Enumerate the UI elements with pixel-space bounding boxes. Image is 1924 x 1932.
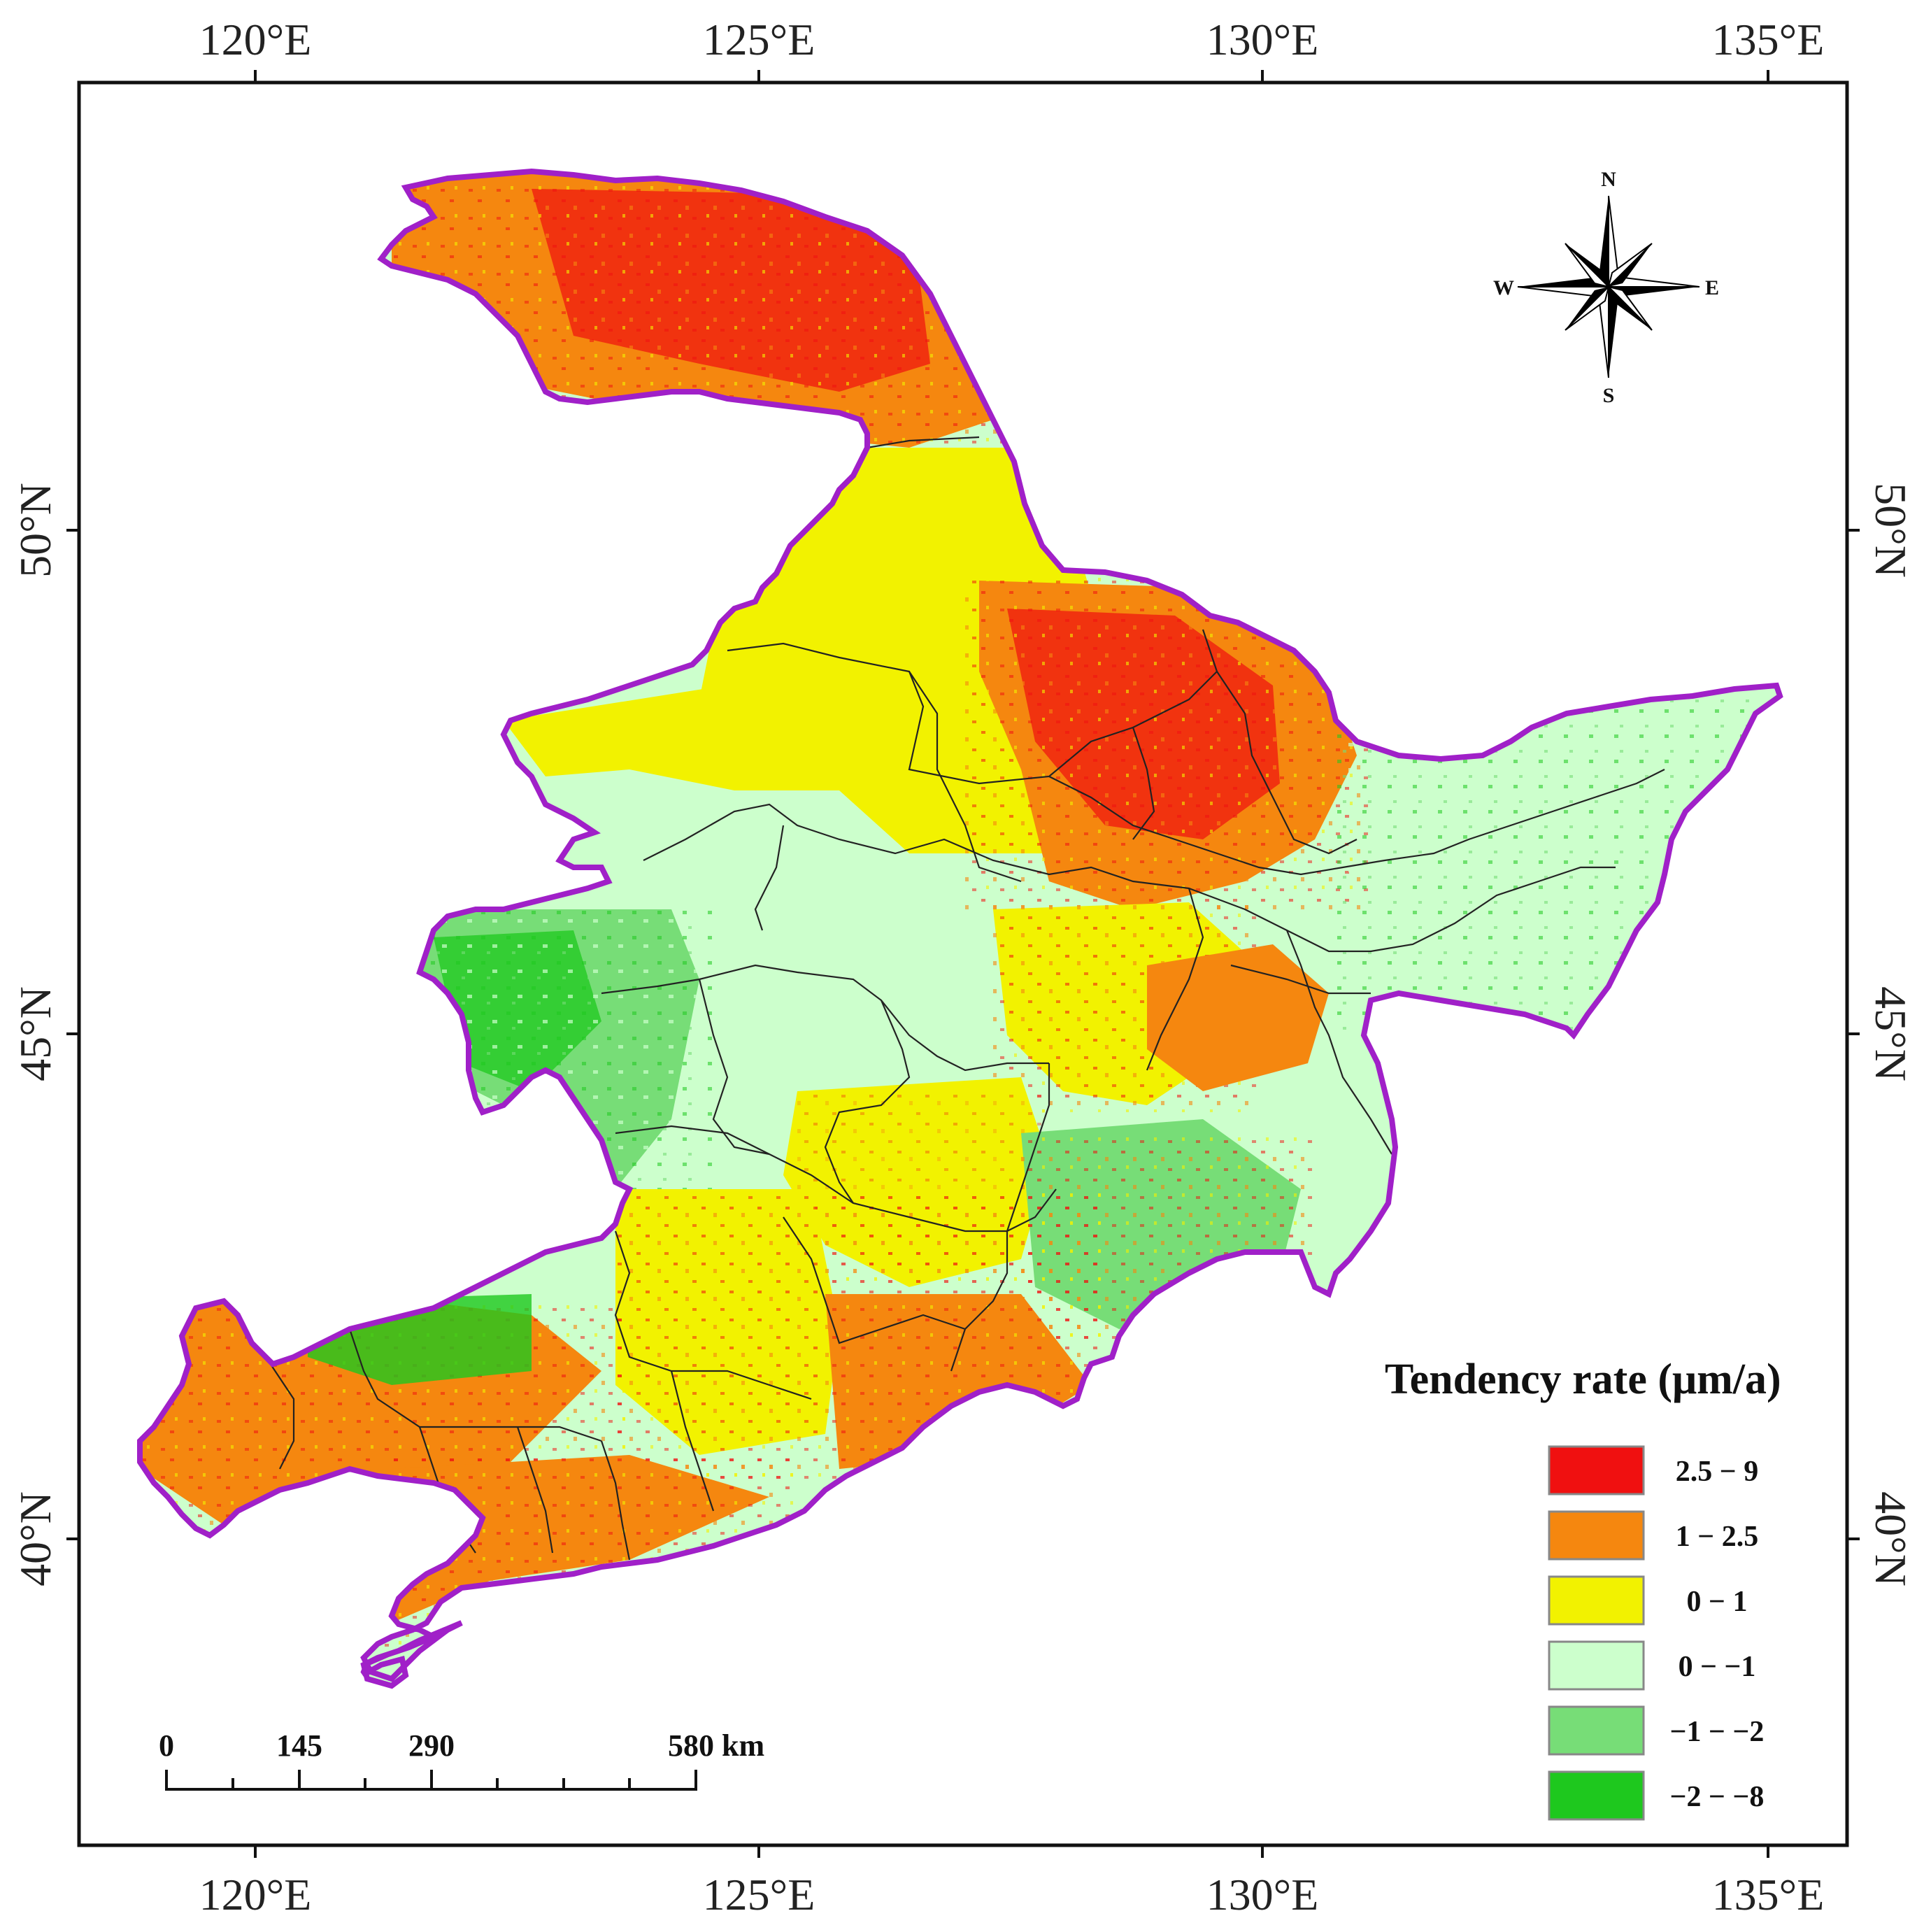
lon-label-top-135: 135°E: [1712, 15, 1825, 64]
internal-boundaries: [265, 436, 1665, 1561]
legend-swatch-4: [1548, 1705, 1645, 1756]
scale-label-0: 0: [159, 1728, 174, 1763]
legend-swatch-0: [1548, 1445, 1645, 1496]
compass-rose: N S E W: [1493, 168, 1719, 407]
legend-label-1: 1 − 2.5: [1676, 1521, 1758, 1553]
compass-star-icon: [1517, 195, 1700, 378]
lon-label-top-130: 130°E: [1206, 15, 1319, 64]
legend-swatch-1: [1548, 1510, 1645, 1561]
compass-north: N: [1601, 168, 1616, 191]
scale-label-145: 145: [276, 1728, 322, 1763]
compass-east: E: [1705, 276, 1719, 299]
legend-swatch-3: [1548, 1640, 1645, 1691]
legend-label-4: −1 − −2: [1670, 1716, 1765, 1748]
lon-label-top-120: 120°E: [199, 15, 312, 64]
legend-title: Tendency rate (μm/a): [1385, 1356, 1781, 1403]
lon-label-bottom-125: 125°E: [703, 1870, 815, 1919]
legend-label-0: 2.5 − 9: [1676, 1456, 1758, 1488]
compass-west: W: [1493, 276, 1514, 299]
legend-items: 2.5 − 9 1 − 2.5 0 − 1 0 − −1 −1 − −2 −2 − −8: [1548, 1445, 1765, 1821]
legend-label-5: −2 − −8: [1670, 1781, 1765, 1813]
legend-label-2: 0 − 1: [1687, 1586, 1748, 1618]
lon-label-top-125: 125°E: [703, 15, 815, 64]
compass-south: S: [1603, 384, 1615, 407]
legend-label-3: 0 − −1: [1679, 1651, 1756, 1683]
lon-label-bottom-135: 135°E: [1712, 1870, 1825, 1919]
scale-label-290: 290: [408, 1728, 455, 1763]
lat-label-left-45: 45°N: [10, 986, 60, 1081]
lat-label-right-50: 50°N: [1866, 483, 1916, 578]
lon-label-bottom-120: 120°E: [199, 1870, 312, 1919]
lon-label-bottom-130: 130°E: [1206, 1870, 1319, 1919]
legend: Tendency rate (μm/a) 2.5 − 9 1 − 2.5 0 − 1…: [1385, 1356, 1781, 1821]
lat-label-right-45: 45°N: [1866, 986, 1916, 1081]
legend-swatch-5: [1548, 1770, 1645, 1821]
legend-swatch-2: [1548, 1575, 1645, 1626]
lat-label-left-50: 50°N: [10, 483, 60, 578]
scale-label-580-km: 580 km: [668, 1728, 764, 1763]
lat-label-right-40: 40°N: [1866, 1491, 1916, 1586]
scale-bar: 0 145 290 580 km: [159, 1728, 764, 1791]
lat-label-left-40: 40°N: [10, 1491, 60, 1586]
frame-ticks: [66, 70, 1860, 1858]
